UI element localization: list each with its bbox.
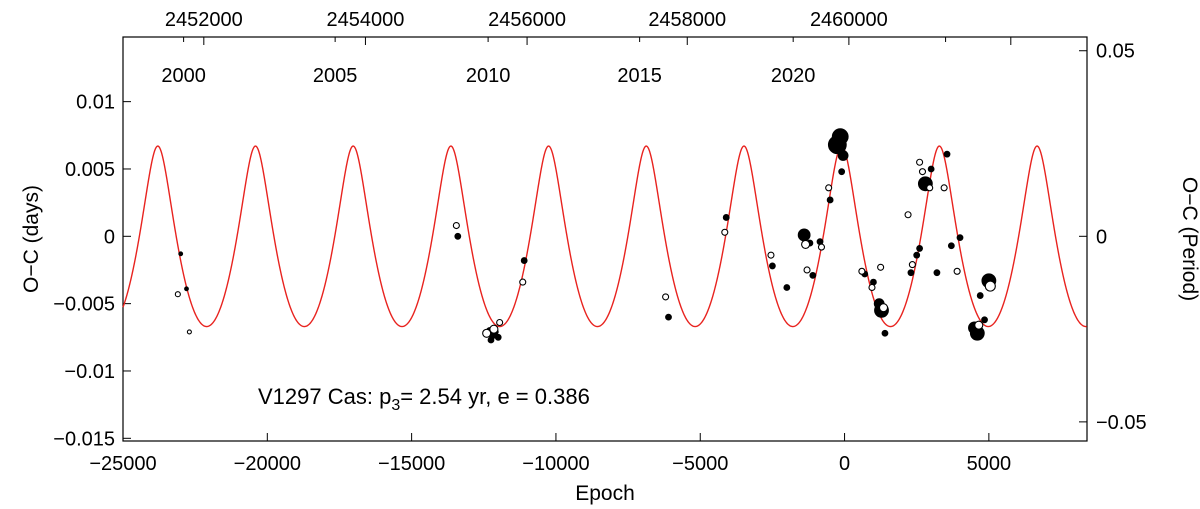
secondary-minimum-point [878, 303, 889, 313]
primary-minimum-point [722, 214, 730, 221]
secondary-minimum-point [916, 158, 924, 166]
primary-minimum-point [956, 234, 964, 242]
secondary-minimum-point [721, 228, 729, 236]
secondary-minimum-point [186, 329, 192, 335]
y-tick-label: 0 [104, 226, 115, 248]
secondary-minimum-point [662, 293, 670, 301]
plot-frame [122, 36, 1088, 442]
primary-minimum-point [907, 269, 915, 277]
right-tick-label: 0 [1096, 226, 1107, 248]
primary-minimum-point [826, 196, 834, 204]
y-tick-label: 0.005 [65, 159, 115, 181]
primary-minimum-point [520, 257, 528, 264]
jd-tick-label: 2458000 [648, 9, 726, 31]
right-tick-label: 0.05 [1096, 41, 1135, 63]
year-tick-label: 2005 [313, 65, 358, 87]
primary-minimum-point [881, 329, 889, 337]
jd-tick-label: 2452000 [165, 9, 243, 31]
x-tick-label: −15000 [378, 453, 445, 475]
primary-minimum-point [783, 284, 791, 291]
x-tick-label: −10000 [522, 453, 589, 475]
tick-marks [122, 37, 1087, 441]
primary-minimum-point [933, 269, 941, 277]
primary-minimum-point [665, 313, 672, 321]
data-points [174, 128, 997, 344]
y-axis-title: O−C (days) [20, 185, 43, 293]
primary-minimum-point [927, 165, 935, 173]
x-tick-label: −20000 [234, 453, 301, 475]
secondary-minimum-point [868, 283, 876, 292]
secondary-minimum-point [904, 211, 912, 219]
y-tick-label: −0.005 [53, 294, 115, 316]
x-tick-label: −25000 [89, 453, 156, 475]
year-tick-label: 2015 [617, 65, 662, 87]
secondary-minimum-point [801, 239, 811, 249]
secondary-minimum-point [767, 251, 775, 259]
year-tick-label: 2000 [161, 65, 206, 87]
primary-minimum-point [769, 262, 776, 270]
secondary-minimum-point [496, 318, 504, 327]
model-curve [122, 145, 1087, 328]
secondary-minimum-point [489, 324, 499, 334]
secondary-minimum-point [926, 184, 934, 192]
x-tick-label: −5000 [672, 453, 728, 475]
secondary-minimum-point [825, 184, 833, 192]
primary-minimum-point [494, 333, 502, 341]
primary-minimum-point [178, 251, 184, 257]
right-tick-label: −0.05 [1096, 412, 1147, 434]
primary-minimum-point [184, 286, 189, 292]
secondary-minimum-point [519, 278, 527, 286]
secondary-minimum-point [953, 267, 961, 275]
secondary-minimum-point [817, 243, 826, 251]
y-tick-label: −0.01 [64, 361, 115, 383]
x-tick-label: 5000 [967, 453, 1012, 475]
secondary-minimum-point [452, 221, 460, 230]
secondary-minimum-point [174, 291, 181, 298]
annotation-subscript: 3 [391, 397, 400, 414]
fit-annotation: V1297 Cas: p3= 2.54 yr, e = 0.386 [258, 384, 590, 414]
annotation-rest: = 2.54 yr, e = 0.386 [400, 384, 590, 409]
y-tick-label: −0.015 [53, 428, 115, 450]
primary-minimum-point [838, 168, 846, 176]
primary-minimum-point [809, 271, 817, 279]
primary-minimum-point [916, 245, 923, 252]
y-tick-label: 0.01 [76, 92, 115, 114]
jd-tick-label: 2456000 [488, 9, 566, 31]
primary-minimum-point [837, 150, 849, 161]
primary-minimum-point [943, 150, 951, 158]
tick-labels: −25000 −20000 −15000 −10000 −5000 0 5000 0.01 0.… [53, 9, 1146, 475]
secondary-minimum-point [858, 267, 866, 275]
x-tick-label: 0 [839, 453, 850, 475]
secondary-minimum-point [940, 184, 948, 192]
primary-minimum-point [976, 292, 984, 299]
secondary-minimum-point [908, 261, 916, 269]
secondary-minimum-point [918, 168, 927, 176]
annotation-prefix: V1297 Cas: p [258, 384, 391, 409]
x-axis-title: Epoch [575, 482, 635, 505]
primary-minimum-point [981, 316, 988, 324]
secondary-minimum-point [984, 280, 996, 292]
secondary-minimum-point [974, 320, 984, 330]
secondary-minimum-point [482, 328, 492, 338]
jd-tick-label: 2454000 [327, 9, 405, 31]
y-axis-title-right: O−C (Period) [1178, 177, 1200, 301]
year-tick-label: 2020 [771, 65, 816, 87]
primary-minimum-point [487, 336, 495, 344]
secondary-minimum-point [877, 263, 885, 271]
primary-minimum-point [913, 251, 921, 259]
primary-minimum-point [947, 242, 955, 250]
primary-minimum-point [797, 228, 811, 242]
secondary-minimum-point [803, 266, 811, 274]
jd-tick-label: 2460000 [810, 9, 888, 31]
primary-minimum-point [454, 232, 462, 240]
year-tick-label: 2010 [466, 65, 511, 87]
primary-minimum-point [831, 128, 849, 146]
